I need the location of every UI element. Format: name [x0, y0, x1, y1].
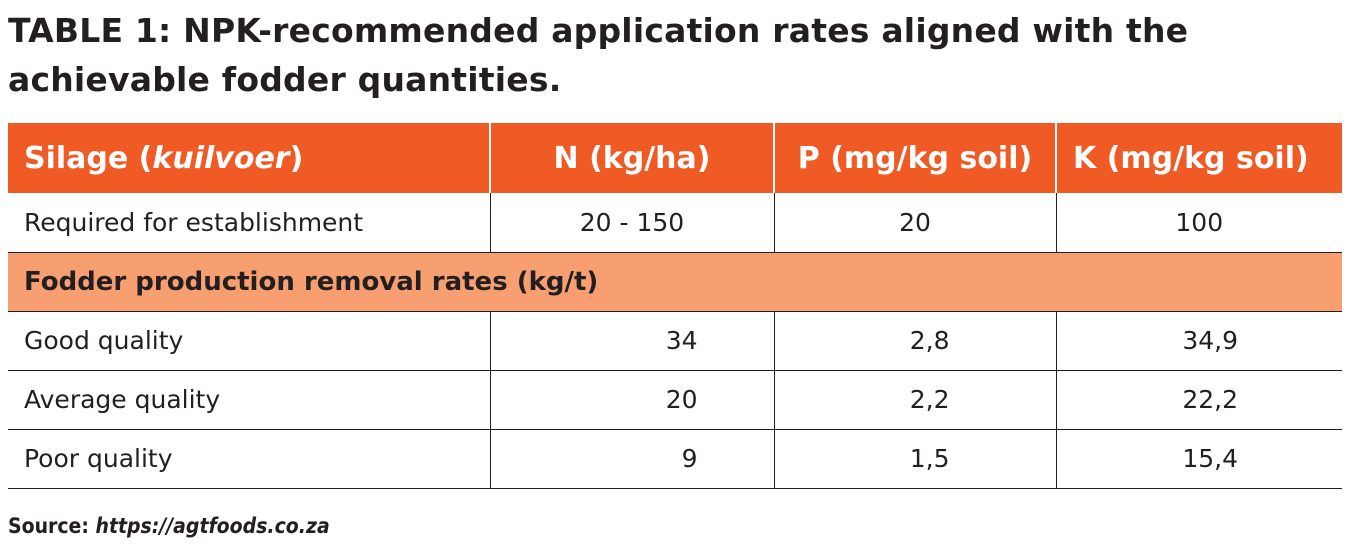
- cell-k: 34,9: [1055, 311, 1342, 370]
- table-title: TABLE 1: NPK-recommended application rat…: [8, 6, 1338, 104]
- cell-k: 15,4: [1055, 429, 1342, 488]
- cell-p: 20: [773, 193, 1056, 252]
- title-line-2: achievable fodder quantities.: [8, 60, 562, 99]
- table-row-establishment: Required for establishment 20 - 150 20 1…: [8, 193, 1342, 252]
- header-p: P (mg/kg soil): [773, 123, 1056, 193]
- source-url: https://agtfoods.co.za: [95, 514, 330, 538]
- header-silage-italic: kuilvoer: [152, 140, 290, 176]
- row-label: Required for establishment: [24, 207, 364, 237]
- source-label: Source:: [8, 514, 96, 538]
- table-row: Good quality 34 2,8 34,9: [8, 311, 1342, 370]
- cell-k: 22,2: [1055, 370, 1342, 429]
- table-row: Poor quality 9 1,5 15,4: [8, 429, 1342, 488]
- section-heading: Fodder production removal rates (kg/t): [24, 266, 599, 297]
- row-label: Average quality: [24, 385, 221, 414]
- header-n: N (kg/ha): [489, 123, 774, 193]
- row-label: Good quality: [24, 326, 184, 355]
- cell-n: 20 - 150: [489, 193, 774, 252]
- cell-p: 1,5: [773, 429, 1056, 488]
- cell-k: 100: [1055, 193, 1342, 252]
- table-row: Average quality 20 2,2 22,2: [8, 370, 1342, 429]
- section-heading-row: Fodder production removal rates (kg/t): [8, 252, 1342, 311]
- title-line-1: TABLE 1: NPK-recommended application rat…: [8, 11, 1189, 50]
- row-label: Poor quality: [24, 444, 173, 473]
- cell-n: 20: [489, 370, 774, 429]
- cell-n: 9: [489, 429, 774, 488]
- npk-table: Silage (kuilvoer) N (kg/ha) P (mg/kg soi…: [8, 123, 1342, 489]
- cell-n: 34: [489, 311, 774, 370]
- header-row: Silage (kuilvoer) N (kg/ha) P (mg/kg soi…: [8, 123, 1342, 193]
- header-k: K (mg/kg soil): [1055, 123, 1342, 193]
- source-line: Source: https://agtfoods.co.za: [8, 514, 330, 538]
- header-silage: Silage (kuilvoer): [24, 140, 304, 176]
- cell-p: 2,2: [773, 370, 1056, 429]
- cell-p: 2,8: [773, 311, 1056, 370]
